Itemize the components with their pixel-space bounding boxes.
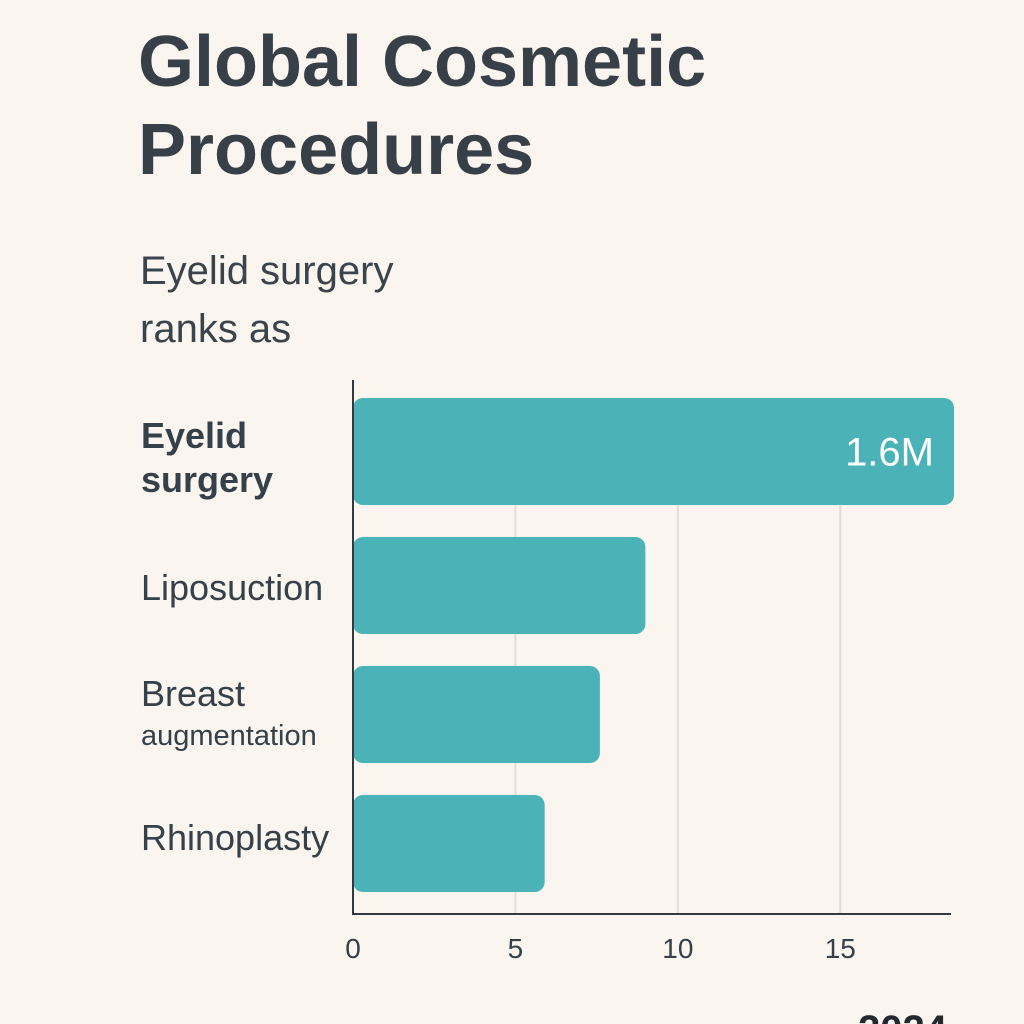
category-label-3-line-1: Breast [141, 673, 245, 714]
bar-1 [353, 398, 954, 505]
category-label-2: Liposuction [141, 567, 323, 608]
chart-subtitle: Eyelid surgery ranks as [140, 249, 394, 351]
x-tick-label-2: 10 [662, 933, 693, 964]
category-label-3-line-2: augmentation [141, 720, 317, 752]
bar-2 [353, 537, 646, 634]
x-tick-label-1: 5 [508, 933, 524, 964]
chart-title: Global Cosmetic Procedures [138, 22, 707, 190]
bar-3 [353, 666, 600, 763]
category-label-1-line-1: Eyelid [141, 415, 247, 456]
bar-value-label-1: 1.6M [845, 431, 934, 475]
x-tick-label-0: 0 [345, 933, 361, 964]
footer-year: 2024 [858, 1008, 947, 1024]
x-tick-label-3: 15 [825, 933, 856, 964]
category-label-1: Eyelid surgery [141, 415, 273, 500]
category-label-4: Rhinoplasty [141, 817, 329, 858]
category-label-3: Breast augmentation [141, 673, 317, 752]
category-label-1-line-2: surgery [141, 459, 273, 500]
bar-4 [353, 795, 545, 892]
